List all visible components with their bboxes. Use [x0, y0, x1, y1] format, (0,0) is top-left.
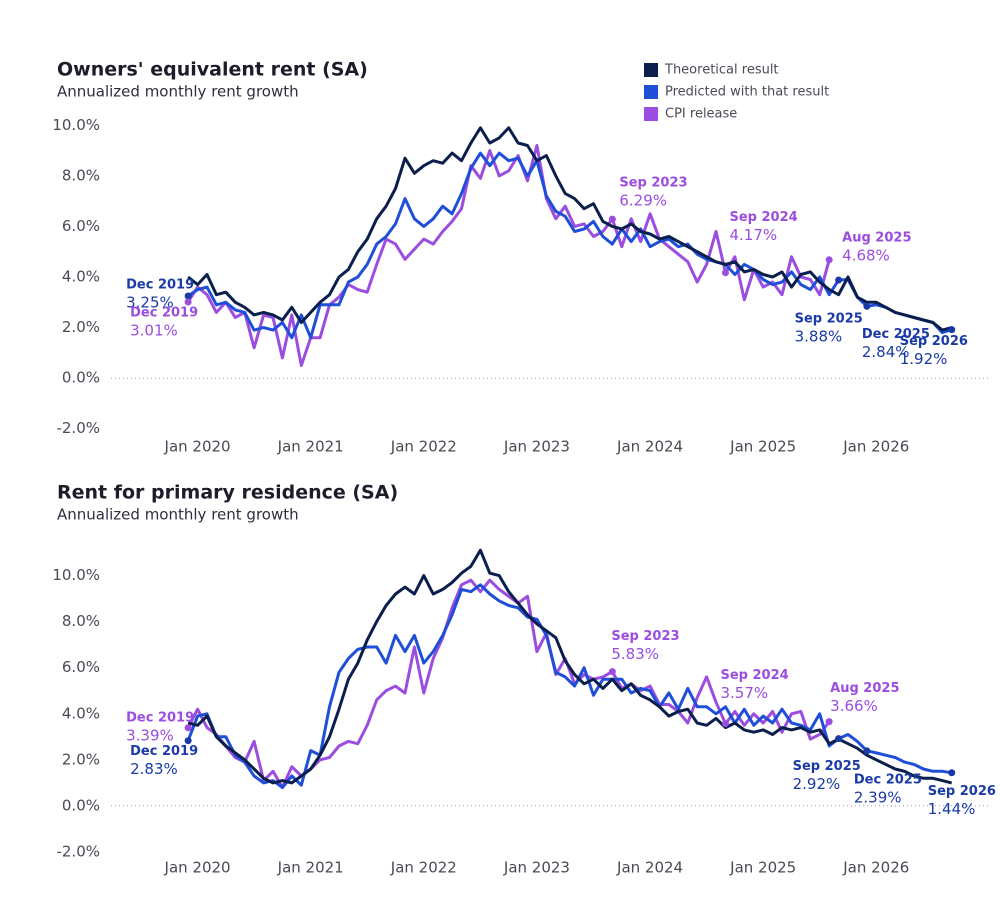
y-tick-label: 2.0% [62, 750, 100, 768]
annotation-value: 3.39% [126, 726, 174, 744]
annotation-dot [825, 256, 833, 264]
y-tick-label: 4.0% [62, 704, 100, 722]
annotation-date: Dec 2025 [862, 327, 930, 342]
annotation-dot [863, 302, 871, 310]
annotation-value: 3.25% [126, 293, 174, 311]
chart-subtitle: Annualized monthly rent growth [57, 506, 299, 524]
annotation-value: 2.84% [862, 343, 910, 361]
y-tick-label: 2.0% [62, 318, 100, 336]
y-tick-label: 4.0% [62, 268, 100, 286]
series-line [186, 583, 952, 789]
annotation-value: 3.57% [720, 684, 768, 702]
annotation-dot [608, 668, 616, 676]
annotation-date: Dec 2019 [126, 710, 194, 725]
annotation-value: 2.39% [854, 788, 902, 806]
x-tick-label: Jan 2020 [164, 859, 231, 877]
y-tick-label: 6.0% [62, 217, 100, 235]
x-tick-label: Jan 2020 [164, 438, 231, 456]
annotation-dot [184, 724, 192, 732]
x-tick-label: Jan 2022 [390, 438, 457, 456]
annotation-dot [948, 769, 956, 777]
series-line [187, 548, 953, 785]
x-tick-label: Jan 2023 [503, 438, 570, 456]
annotation-value: 4.17% [729, 226, 777, 244]
x-tick-label: Jan 2021 [277, 859, 344, 877]
y-tick-label: 10.0% [52, 116, 100, 134]
annotation-value: 3.88% [795, 328, 843, 346]
annotation-value: 5.83% [611, 645, 659, 663]
annotation-dot [835, 276, 843, 284]
series-line [187, 151, 953, 340]
annotation-date: Aug 2025 [830, 681, 899, 696]
legend-label: Theoretical result [664, 63, 779, 78]
x-tick-label: Jan 2021 [277, 438, 344, 456]
annotation-dot [863, 747, 871, 755]
annotation-date: Aug 2025 [842, 230, 911, 245]
chart-title: Owners' equivalent rent (SA) [57, 59, 368, 81]
y-tick-label: -2.0% [56, 842, 100, 860]
annotation-dot [184, 298, 192, 306]
annotation-dot [721, 720, 729, 728]
annotation-value: 6.29% [619, 192, 667, 210]
x-tick-label: Jan 2023 [503, 859, 570, 877]
annotation-dot [948, 326, 956, 334]
annotation-date: Dec 2019 [130, 744, 198, 759]
annotation-date: Sep 2024 [729, 210, 797, 225]
legend-swatch [644, 63, 658, 77]
x-tick-label: Jan 2025 [729, 438, 796, 456]
annotation-date: Sep 2025 [795, 312, 863, 327]
annotation-value: 1.92% [900, 350, 948, 368]
y-tick-label: 0.0% [62, 369, 100, 387]
y-tick-label: 8.0% [62, 612, 100, 630]
annotation-value: 4.68% [842, 246, 890, 264]
x-tick-label: Jan 2024 [616, 859, 683, 877]
y-tick-label: 0.0% [62, 796, 100, 814]
series-line [186, 144, 831, 367]
x-tick-label: Jan 2022 [390, 859, 457, 877]
annotation-value: 2.83% [130, 760, 178, 778]
y-tick-label: -2.0% [56, 419, 100, 437]
annotation-date: Dec 2019 [126, 277, 194, 292]
series-line [186, 578, 831, 789]
legend-label: CPI release [665, 107, 737, 122]
annotation-dot [608, 215, 616, 223]
legend-label: Predicted with that result [665, 85, 829, 100]
annotation-value: 3.66% [830, 697, 878, 715]
chart-title: Rent for primary residence (SA) [57, 482, 398, 504]
legend-swatch [644, 107, 658, 121]
annotation-date: Sep 2025 [793, 759, 861, 774]
y-tick-label: 8.0% [62, 166, 100, 184]
legend-swatch [644, 85, 658, 99]
annotation-date: Sep 2026 [928, 784, 996, 799]
annotation-dot [184, 292, 192, 300]
x-tick-label: Jan 2026 [842, 438, 909, 456]
x-tick-label: Jan 2026 [842, 859, 909, 877]
annotation-date: Sep 2024 [720, 668, 788, 683]
y-tick-label: 6.0% [62, 658, 100, 676]
annotation-value: 3.01% [130, 322, 178, 340]
annotation-dot [184, 737, 192, 745]
annotation-value: 1.44% [928, 800, 976, 818]
annotation-date: Dec 2025 [854, 772, 922, 787]
x-tick-label: Jan 2024 [616, 438, 683, 456]
y-tick-label: 10.0% [52, 566, 100, 584]
x-tick-label: Jan 2025 [729, 859, 796, 877]
annotation-dot [835, 735, 843, 743]
annotation-date: Sep 2026 [900, 334, 968, 349]
annotation-dot [721, 269, 729, 277]
annotation-date: Sep 2023 [611, 629, 679, 644]
annotation-dot [825, 718, 833, 726]
series-line [187, 126, 953, 332]
chart-subtitle: Annualized monthly rent growth [57, 83, 299, 101]
annotation-date: Dec 2019 [130, 306, 198, 321]
annotation-date: Sep 2023 [619, 176, 687, 191]
annotation-value: 2.92% [793, 775, 841, 793]
